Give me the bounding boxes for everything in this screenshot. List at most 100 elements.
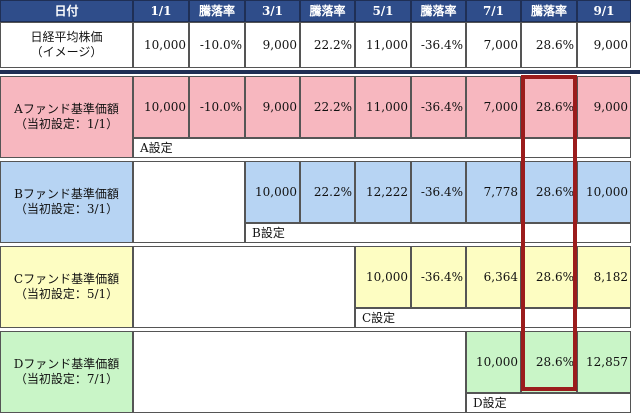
- fund-value-cell: 22.2%: [300, 161, 355, 223]
- fund-value-cell: 28.6%: [521, 331, 577, 393]
- value-text: 22.2%: [313, 37, 352, 52]
- fund-value-cell: 28.6%: [521, 161, 577, 223]
- value-text: 10,000: [144, 99, 186, 114]
- header-cell: 7/1: [466, 0, 521, 22]
- fund-value-cell: 10,000: [355, 246, 411, 308]
- fund-value-cell: 9,000: [577, 76, 631, 138]
- nikkei-value-cell: 11,000: [355, 22, 411, 68]
- fund-value-cell: 28.6%: [521, 246, 577, 308]
- value-text: 10,000: [366, 269, 408, 284]
- fund-note-cell: A設定: [133, 138, 631, 158]
- header-cell: 日付: [0, 0, 133, 22]
- fund-value-cell: 7,778: [466, 161, 521, 223]
- header-label: 1/1: [150, 3, 172, 18]
- nikkei-value-cell: 22.2%: [300, 22, 355, 68]
- nikkei-value-cell: 10,000: [133, 22, 189, 68]
- fund-setup-note: C設定: [362, 310, 396, 325]
- fund-setup-note: B設定: [252, 225, 285, 240]
- row-label: Aファンド基準価額: [14, 102, 119, 116]
- value-text: 10,000: [586, 184, 628, 199]
- fund-value-cell: -36.4%: [411, 161, 466, 223]
- header-cell: 騰落率: [300, 0, 355, 22]
- fund-value-cell: 12,857: [577, 331, 631, 393]
- value-text: 8,182: [593, 269, 628, 284]
- value-text: 22.2%: [313, 99, 352, 114]
- value-text: -36.4%: [420, 99, 463, 114]
- empty-area: [133, 331, 466, 413]
- fund-value-cell: 6,364: [466, 246, 521, 308]
- highlight-box: [521, 75, 577, 391]
- value-text: 6,364: [483, 269, 518, 284]
- row-label: （当初設定：3/1）: [14, 202, 119, 216]
- header-label: 騰落率: [198, 3, 235, 18]
- nikkei-value-cell: 9,000: [577, 22, 631, 68]
- header-cell: 3/1: [245, 0, 300, 22]
- fund-value-cell: -36.4%: [411, 246, 466, 308]
- nikkei-value-cell: 9,000: [245, 22, 300, 68]
- value-text: 11,000: [366, 37, 408, 52]
- value-text: 7,778: [483, 184, 518, 199]
- header-label: 5/1: [372, 3, 394, 18]
- value-text: 11,000: [366, 99, 408, 114]
- fund-value-cell: 12,222: [355, 161, 411, 223]
- fund-value-cell: 10,000: [245, 161, 300, 223]
- fund-value-cell: 8,182: [577, 246, 631, 308]
- header-label: 3/1: [261, 3, 284, 18]
- value-text: 7,000: [483, 99, 518, 114]
- header-label: 7/1: [482, 3, 505, 18]
- header-label: 騰落率: [420, 3, 457, 18]
- header-cell: 9/1: [577, 0, 631, 22]
- fund-value-cell: 10,000: [133, 76, 189, 138]
- fund-value-cell: 9,000: [245, 76, 300, 138]
- header-label: 9/1: [593, 3, 615, 18]
- value-text: -10.0%: [199, 99, 242, 114]
- value-text: 10,000: [255, 184, 297, 199]
- fund-value-cell: 11,000: [355, 76, 411, 138]
- value-text: 22.2%: [313, 184, 352, 199]
- value-text: 12,857: [586, 354, 628, 369]
- value-text: -10.0%: [199, 37, 242, 52]
- header-label: 日付: [54, 3, 79, 18]
- fund-value-cell: 7,000: [466, 76, 521, 138]
- value-text: 10,000: [476, 354, 518, 369]
- value-text: -36.4%: [420, 269, 463, 284]
- fund-setup-note: D設定: [473, 395, 507, 410]
- fund-value-cell: 10,000: [577, 161, 631, 223]
- empty-area: [133, 161, 245, 243]
- value-text: 9,000: [593, 37, 628, 52]
- header-cell: 騰落率: [521, 0, 577, 22]
- value-text: 7,000: [483, 37, 518, 52]
- header-cell: 5/1: [355, 0, 411, 22]
- value-text: 10,000: [144, 37, 186, 52]
- value-text: -36.4%: [420, 184, 463, 199]
- fund-value-cell: 22.2%: [300, 76, 355, 138]
- row-label: Cファンド基準価額: [13, 272, 120, 286]
- value-text: 9,000: [262, 37, 297, 52]
- row-label: （当初設定：1/1）: [14, 117, 119, 131]
- fund-note-cell: D設定: [466, 393, 631, 413]
- nikkei-value-cell: -10.0%: [189, 22, 245, 68]
- value-text: 9,000: [262, 99, 297, 114]
- header-label: 騰落率: [309, 3, 346, 18]
- fund-note-cell: B設定: [245, 223, 631, 243]
- fund-value-cell: -10.0%: [189, 76, 245, 138]
- fund-label-cell: Bファンド基準価額 （当初設定：3/1）: [0, 161, 133, 243]
- empty-area: [133, 246, 355, 328]
- row-label: （当初設定：5/1）: [14, 287, 119, 301]
- fund-value-cell: 10,000: [466, 331, 521, 393]
- value-text: -36.4%: [420, 37, 463, 52]
- fund-label-cell: Cファンド基準価額 （当初設定：5/1）: [0, 246, 133, 328]
- nikkei-value-cell: 28.6%: [521, 22, 577, 68]
- value-text: 28.6%: [535, 99, 574, 114]
- value-text: 28.6%: [535, 37, 574, 52]
- row-label: （当初設定：7/1）: [14, 372, 119, 386]
- fund-value-cell: 28.6%: [521, 76, 577, 138]
- row-label: （イメージ）: [30, 45, 103, 59]
- fund-label-cell: Dファンド基準価額 （当初設定：7/1）: [0, 331, 133, 413]
- header-cell: 1/1: [133, 0, 189, 22]
- nikkei-value-cell: -36.4%: [411, 22, 466, 68]
- header-cell: 騰落率: [189, 0, 245, 22]
- fund-setup-note: A設定: [140, 140, 173, 155]
- header-label: 騰落率: [530, 3, 567, 18]
